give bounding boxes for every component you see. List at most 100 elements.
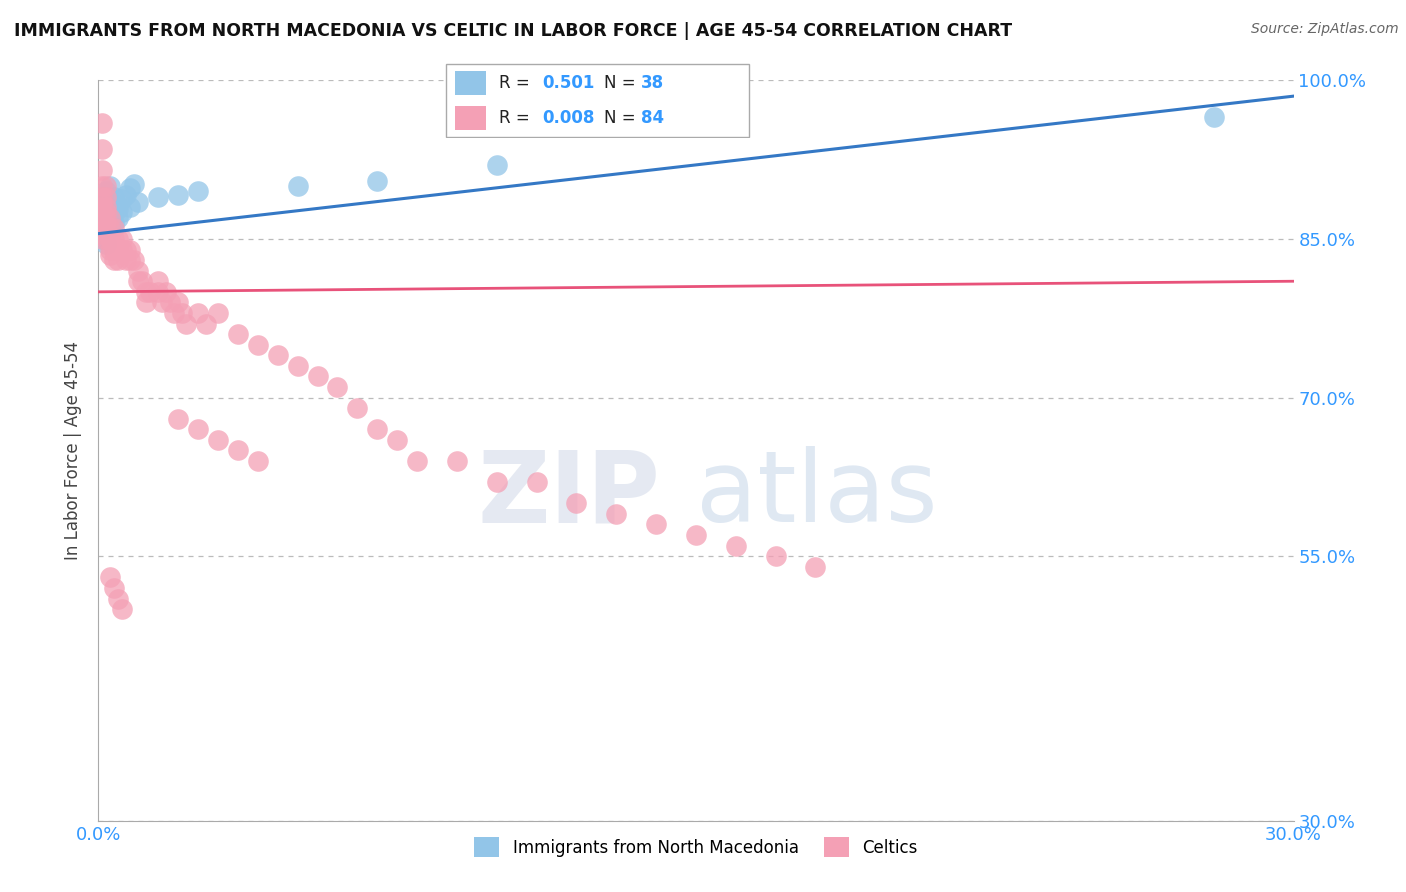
Point	[226, 443, 249, 458]
Point	[246, 454, 269, 468]
Point	[98, 211, 122, 225]
Point	[96, 194, 118, 209]
Point	[91, 189, 114, 203]
Point	[103, 189, 125, 203]
Text: R =: R =	[499, 109, 534, 127]
Text: 0.501: 0.501	[541, 74, 595, 92]
Point	[526, 475, 548, 490]
Text: 38: 38	[641, 74, 664, 92]
Point	[91, 211, 114, 225]
Point	[724, 539, 747, 553]
Point	[565, 496, 588, 510]
Point	[98, 200, 122, 214]
Point	[91, 205, 114, 219]
Point	[685, 528, 707, 542]
Point	[98, 221, 122, 235]
Y-axis label: In Labor Force | Age 45-54: In Labor Force | Age 45-54	[65, 341, 83, 560]
Point	[107, 243, 129, 257]
Point	[167, 295, 190, 310]
Point	[163, 306, 186, 320]
Point	[98, 232, 122, 246]
Point	[91, 221, 114, 235]
Point	[111, 192, 134, 206]
Point	[120, 253, 142, 268]
Point	[111, 602, 134, 616]
Point	[96, 179, 118, 194]
Point	[765, 549, 787, 564]
Point	[124, 253, 146, 268]
Point	[287, 359, 309, 373]
Point	[98, 248, 122, 262]
Point	[103, 581, 125, 595]
Point	[115, 253, 138, 268]
Point	[98, 221, 122, 235]
Text: Source: ZipAtlas.com: Source: ZipAtlas.com	[1251, 22, 1399, 37]
Point	[111, 205, 134, 219]
Point	[98, 209, 122, 223]
Point	[148, 285, 170, 299]
Text: R =: R =	[499, 74, 534, 92]
Point	[307, 369, 329, 384]
Point	[91, 200, 114, 214]
Point	[187, 185, 209, 199]
Point	[174, 317, 197, 331]
Point	[91, 216, 114, 230]
Point	[91, 179, 114, 194]
Point	[98, 194, 122, 209]
Point	[103, 243, 125, 257]
Point	[96, 200, 118, 214]
Point	[135, 295, 157, 310]
Point	[103, 221, 125, 235]
Point	[135, 285, 157, 299]
Point	[124, 177, 146, 191]
Point	[91, 232, 114, 246]
Point	[91, 163, 114, 178]
Bar	[456, 70, 486, 95]
Point	[107, 591, 129, 606]
Point	[103, 216, 125, 230]
Point	[148, 274, 170, 288]
Point	[91, 227, 114, 241]
Point	[287, 179, 309, 194]
Legend: Immigrants from North Macedonia, Celtics: Immigrants from North Macedonia, Celtics	[468, 830, 924, 864]
Point	[127, 274, 149, 288]
FancyBboxPatch shape	[446, 64, 749, 136]
Point	[96, 211, 118, 225]
Point	[120, 243, 142, 257]
Point	[96, 221, 118, 235]
Point	[485, 158, 508, 172]
Point	[804, 559, 827, 574]
Point	[107, 253, 129, 268]
Point	[139, 285, 162, 299]
Point	[326, 380, 349, 394]
Point	[605, 507, 627, 521]
Point	[96, 189, 118, 203]
Text: N =: N =	[603, 74, 641, 92]
Point	[159, 295, 181, 310]
Point	[115, 243, 138, 257]
Point	[103, 205, 125, 219]
Point	[91, 142, 114, 156]
Point	[1202, 111, 1225, 125]
Point	[107, 232, 129, 246]
Point	[120, 200, 142, 214]
Point	[187, 306, 209, 320]
Bar	[456, 105, 486, 130]
Point	[167, 187, 190, 202]
Point	[120, 181, 142, 195]
Text: 84: 84	[641, 109, 664, 127]
Point	[98, 243, 122, 257]
Point	[91, 194, 114, 209]
Point	[385, 433, 409, 447]
Point	[155, 285, 177, 299]
Point	[115, 187, 138, 202]
Point	[98, 211, 122, 225]
Point	[91, 232, 114, 246]
Point	[246, 337, 269, 351]
Point	[187, 422, 209, 436]
Point	[406, 454, 429, 468]
Point	[96, 205, 118, 219]
Text: ZIP: ZIP	[477, 446, 661, 543]
Text: atlas: atlas	[696, 446, 938, 543]
Point	[107, 198, 129, 212]
